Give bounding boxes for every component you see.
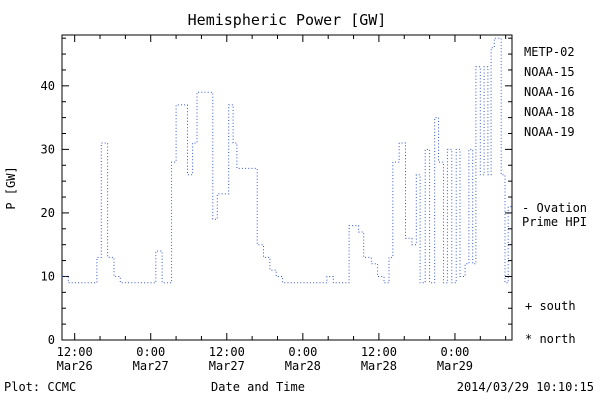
y-tick-label: 40 bbox=[41, 79, 55, 93]
x-tick-time-label: 12:00 bbox=[57, 345, 93, 359]
legend-item-noaa18: NOAA-18 bbox=[524, 105, 575, 119]
plot-frame bbox=[61, 34, 513, 341]
y-tick-label: 20 bbox=[41, 206, 55, 220]
x-tick-date-label: Mar29 bbox=[437, 359, 473, 373]
legend-item-noaa16: NOAA-16 bbox=[524, 85, 575, 99]
page-title: Hemispheric Power [GW] bbox=[188, 11, 387, 29]
legend-item-metp02: METP-02 bbox=[524, 45, 575, 59]
y-tick-label: 10 bbox=[41, 269, 55, 283]
x-tick-time-label: 0:00 bbox=[136, 345, 165, 359]
timestamp: 2014/03/29 10:10:15 bbox=[457, 380, 594, 394]
x-tick-time-label: 0:00 bbox=[441, 345, 470, 359]
legend-item-noaa15: NOAA-15 bbox=[524, 65, 575, 79]
hpi-step-line bbox=[62, 37, 512, 284]
y-tick-label: 30 bbox=[41, 142, 55, 156]
south-marker-label: + south bbox=[525, 299, 576, 313]
x-tick-time-label: 12:00 bbox=[209, 345, 245, 359]
x-tick-date-label: Mar27 bbox=[209, 359, 245, 373]
plot-credit: Plot: CCMC bbox=[4, 380, 76, 394]
x-tick-date-label: Mar26 bbox=[57, 359, 93, 373]
x-tick-time-label: 12:00 bbox=[361, 345, 397, 359]
legend-item-noaa19: NOAA-19 bbox=[524, 125, 575, 139]
north-marker-label: * north bbox=[525, 332, 576, 346]
x-tick-date-label: Mar28 bbox=[361, 359, 397, 373]
ovation-annotation-line2: Prime HPI bbox=[522, 215, 587, 229]
plot-area: 01020304012:00Mar260:00Mar2712:00Mar270:… bbox=[41, 34, 513, 373]
x-axis-label: Date and Time bbox=[211, 380, 305, 394]
x-tick-date-label: Mar28 bbox=[285, 359, 321, 373]
y-tick-label: 0 bbox=[48, 333, 55, 347]
y-axis-label: P [GW] bbox=[4, 166, 18, 209]
x-tick-time-label: 0:00 bbox=[288, 345, 317, 359]
x-tick-date-label: Mar27 bbox=[133, 359, 169, 373]
ovation-annotation-line1: - Ovation bbox=[522, 201, 587, 215]
